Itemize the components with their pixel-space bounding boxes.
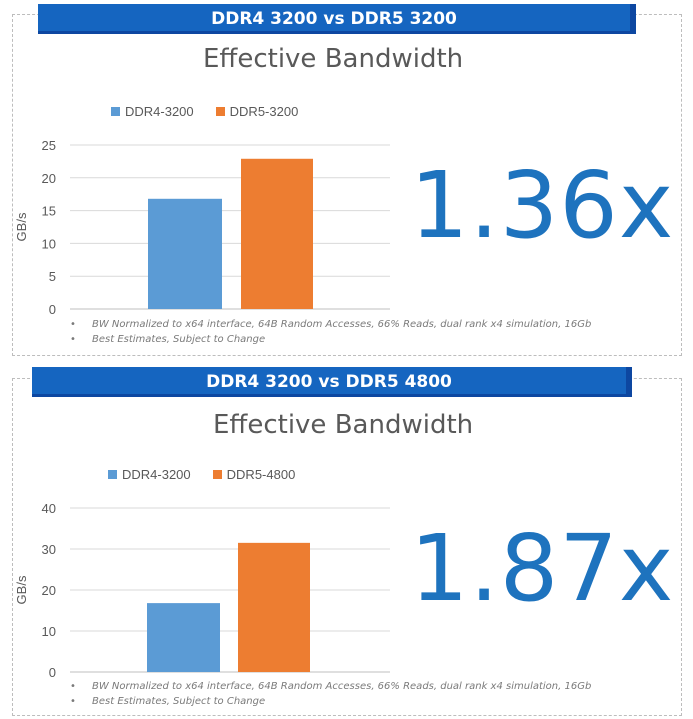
footnote-text: Best Estimates, Subject to Change <box>92 334 266 345</box>
bar-ddr5-4800 <box>238 542 310 672</box>
y-tick-label: 10 <box>42 236 56 251</box>
speedup-factor-1: 1.36x <box>410 152 675 259</box>
footnote-item: • Best Estimates, Subject to Change <box>70 332 591 347</box>
bar-ddr5-3200 <box>241 158 313 309</box>
y-tick-label: 0 <box>49 665 56 680</box>
y-tick-label: 20 <box>42 583 56 598</box>
legend-item-ddr5: DDR5-4800 <box>212 467 296 482</box>
footnote-text: BW Normalized to x64 interface, 64B Rand… <box>92 681 592 692</box>
bullet-icon: • <box>70 681 76 692</box>
bar-ddr4-3200 <box>147 603 220 672</box>
chart-2-title: Effective Bandwidth <box>213 410 474 440</box>
y-tick-label: 40 <box>42 501 56 516</box>
chart-1-title: Effective Bandwidth <box>203 44 464 74</box>
legend-swatch-ddr4 <box>111 107 120 116</box>
chart-1-legend: DDR4-3200 DDR5-3200 <box>111 104 298 119</box>
footnote-text: Best Estimates, Subject to Change <box>92 696 266 707</box>
legend-label-ddr4: DDR4-3200 <box>125 104 194 119</box>
y-axis-label: GB/s <box>14 575 29 604</box>
y-tick-label: 15 <box>42 204 56 219</box>
legend-swatch-ddr5 <box>212 470 222 479</box>
footnote-item: • Best Estimates, Subject to Change <box>70 694 591 709</box>
chart-2-footnotes: • BW Normalized to x64 interface, 64B Ra… <box>70 679 591 709</box>
bullet-icon: • <box>70 696 76 707</box>
footnote-item: • BW Normalized to x64 interface, 64B Ra… <box>70 679 591 694</box>
y-tick-label: 30 <box>42 542 56 557</box>
bar-ddr4-3200 <box>148 198 222 309</box>
legend-item-ddr4: DDR4-3200 <box>108 467 191 482</box>
bullet-icon: • <box>70 334 76 345</box>
speedup-factor-2: 1.87x <box>410 515 675 622</box>
y-tick-label: 10 <box>42 624 56 639</box>
y-tick-label: 0 <box>49 302 56 317</box>
y-tick-label: 25 <box>42 138 56 153</box>
bullet-icon: • <box>70 319 76 330</box>
legend-swatch-ddr4 <box>108 470 117 479</box>
legend-item-ddr4: DDR4-3200 <box>111 104 194 119</box>
legend-label-ddr5: DDR5-3200 <box>229 104 299 119</box>
legend-label-ddr5: DDR5-4800 <box>226 467 296 482</box>
legend-item-ddr5: DDR5-3200 <box>215 104 299 119</box>
footnote-item: • BW Normalized to x64 interface, 64B Ra… <box>70 317 591 332</box>
chart-panel-1 <box>12 14 682 356</box>
legend-swatch-ddr5 <box>215 107 225 116</box>
y-tick-label: 5 <box>49 269 56 284</box>
chart-1-footnotes: • BW Normalized to x64 interface, 64B Ra… <box>70 317 591 347</box>
panel-1-banner: DDR4 3200 vs DDR5 3200 <box>38 4 636 34</box>
legend-label-ddr4: DDR4-3200 <box>122 467 191 482</box>
y-axis-label: GB/s <box>14 212 29 241</box>
chart-panel-2 <box>12 378 682 716</box>
panel-2-banner: DDR4 3200 vs DDR5 4800 <box>32 367 632 397</box>
footnote-text: BW Normalized to x64 interface, 64B Rand… <box>92 319 592 330</box>
chart-2-legend: DDR4-3200 DDR5-4800 <box>108 467 295 482</box>
y-tick-label: 20 <box>42 171 56 186</box>
